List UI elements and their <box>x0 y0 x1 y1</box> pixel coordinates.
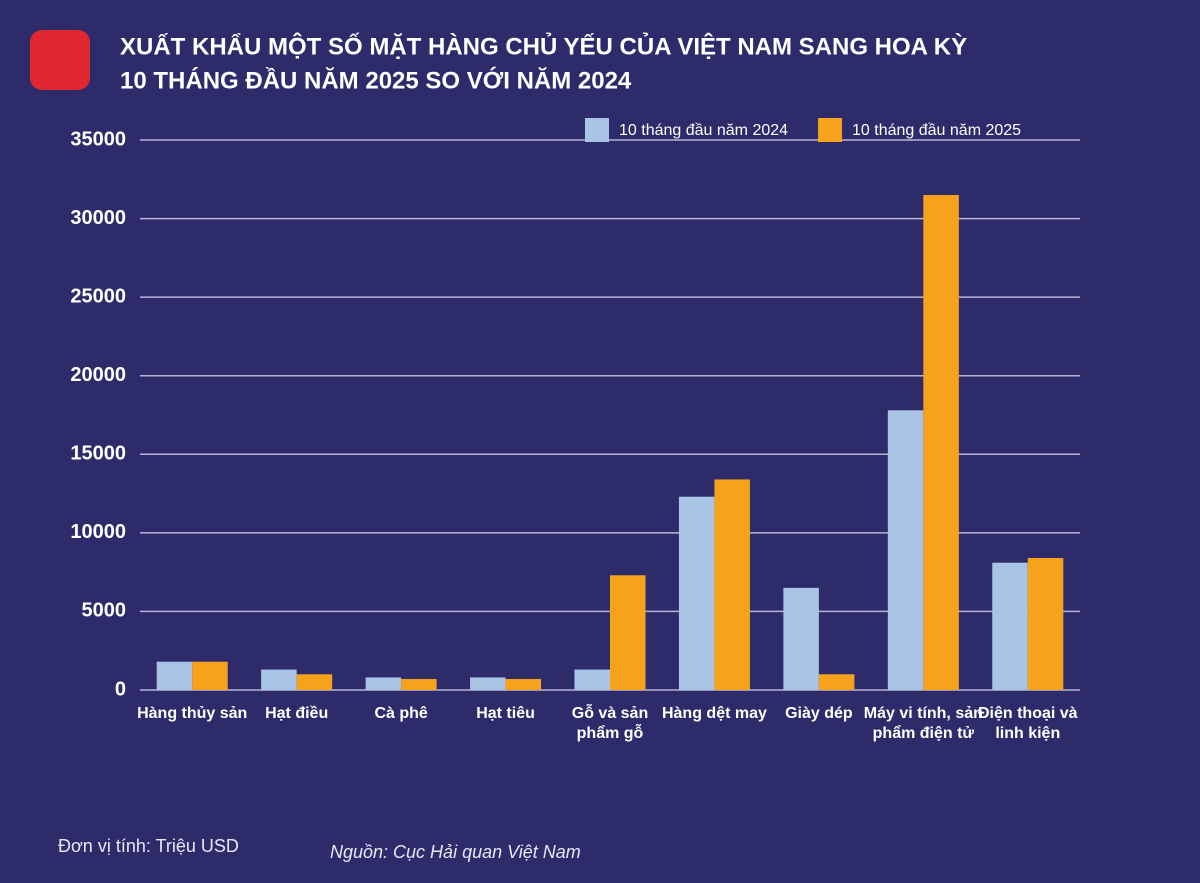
unit-note: Đơn vị tính: Triệu USD <box>58 836 239 856</box>
y-tick-label: 10000 <box>70 521 126 543</box>
y-tick-label: 0 <box>115 678 126 700</box>
logo-badge <box>30 30 90 90</box>
bar <box>505 679 542 690</box>
y-tick-label: 15000 <box>70 443 126 465</box>
bar <box>610 575 646 690</box>
y-tick-label: 25000 <box>70 285 126 307</box>
bar <box>470 677 506 690</box>
bar <box>714 479 750 690</box>
x-tick-label: Gỗ và sản phẩm gỗ <box>571 705 649 742</box>
x-tick-label: Máy vi tính, sản phẩm điện tử <box>863 705 983 742</box>
bar <box>192 661 228 690</box>
legend-swatch <box>585 118 609 142</box>
x-tick-label: Giày dép <box>785 705 853 722</box>
x-tick-label: Hàng dệt may <box>661 705 767 722</box>
x-tick-label: Hàng thủy sản <box>137 705 248 722</box>
bar <box>923 195 959 690</box>
source-note: Nguồn: Cục Hải quan Việt Nam <box>330 842 581 862</box>
x-tick-label: Hạt điều <box>265 705 329 722</box>
x-tick-label: Điện thoại và linh kiện <box>977 705 1078 742</box>
bar <box>1027 558 1064 690</box>
y-tick-label: 5000 <box>82 600 127 622</box>
x-tick-label: Cà phê <box>374 705 428 722</box>
bar <box>887 410 924 690</box>
bar <box>261 669 297 690</box>
chart-title: XUẤT KHẨU MỘT SỐ MẶT HÀNG CHỦ YẾU CỦA VI… <box>120 31 967 60</box>
bar <box>156 661 193 690</box>
legend-label: 10 tháng đầu năm 2024 <box>619 122 788 139</box>
bar <box>365 677 402 690</box>
bar <box>401 679 437 690</box>
y-tick-label: 30000 <box>70 207 126 229</box>
bar <box>818 674 855 690</box>
chart-subtitle: 10 THÁNG ĐẦU NĂM 2025 SO VỚI NĂM 2024 <box>120 66 632 94</box>
x-tick-label: Hạt tiêu <box>476 705 535 722</box>
legend-label: 10 tháng đầu năm 2025 <box>852 122 1021 139</box>
y-tick-label: 35000 <box>70 128 126 150</box>
bar <box>678 496 715 690</box>
bar <box>992 562 1028 690</box>
bar <box>783 587 819 690</box>
legend-swatch <box>818 118 843 142</box>
y-tick-label: 20000 <box>70 364 126 386</box>
bar <box>296 674 333 690</box>
bar <box>574 669 610 690</box>
